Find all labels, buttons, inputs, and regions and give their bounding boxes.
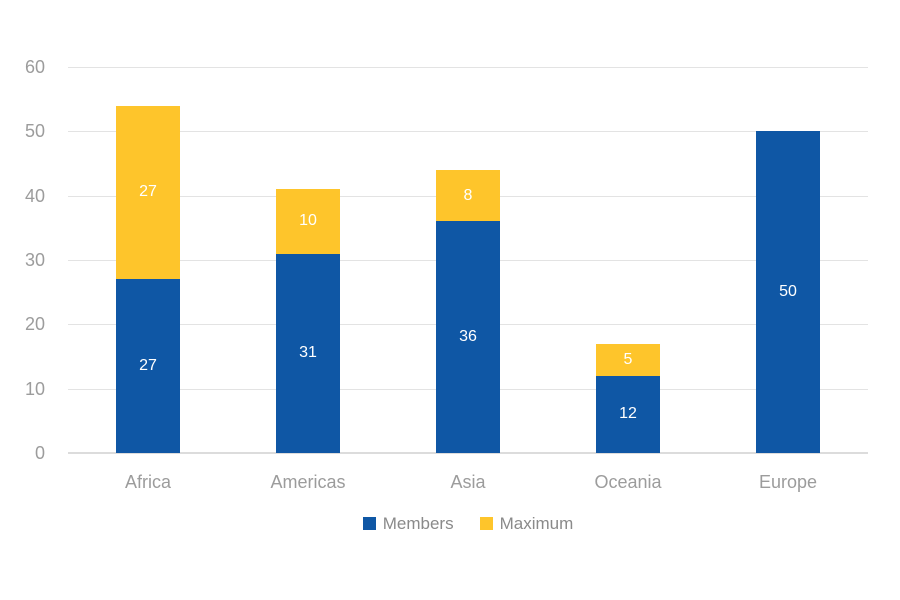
y-axis-tick-label-40: 40 bbox=[24, 185, 45, 206]
bar-value-label: 5 bbox=[623, 350, 633, 368]
bar-segment-africa-maximum[interactable]: 27 bbox=[116, 105, 180, 280]
bar-segment-europe-members[interactable]: 50 bbox=[756, 131, 820, 453]
legend-item-maximum[interactable]: Maximum bbox=[479, 514, 574, 533]
legend-label-members: Members bbox=[382, 514, 454, 533]
bar-segment-africa-members[interactable]: 27 bbox=[116, 279, 180, 453]
gridline-50 bbox=[68, 131, 868, 133]
y-axis-tick-label-10: 10 bbox=[24, 378, 45, 399]
x-axis-label-oceania: Oceania bbox=[594, 472, 662, 492]
bar-value-label: 50 bbox=[779, 283, 797, 301]
y-axis-tick-label-0: 0 bbox=[34, 443, 45, 463]
x-axis-label-asia: Asia bbox=[450, 472, 486, 492]
maximum-swatch-icon bbox=[479, 517, 493, 530]
y-axis-tick-label-60: 60 bbox=[24, 57, 45, 77]
x-axis-label-africa: Africa bbox=[124, 472, 172, 492]
bar-segment-oceania-maximum[interactable]: 5 bbox=[596, 343, 660, 376]
bar-value-label: 31 bbox=[299, 344, 317, 362]
bar-value-label: 27 bbox=[139, 183, 157, 201]
plot-area: 0 10 20 30 40 50 60 27 27 Africa 31 10 Americas 36 8 As… bbox=[25, 58, 868, 492]
bar-segment-americas-members[interactable]: 31 bbox=[276, 253, 340, 453]
bar-segment-americas-maximum[interactable]: 10 bbox=[276, 189, 340, 254]
bar-value-label: 10 bbox=[299, 212, 317, 230]
bar-value-label: 12 bbox=[619, 405, 637, 423]
bar-segment-oceania-members[interactable]: 12 bbox=[596, 375, 660, 453]
x-axis-label-europe: Europe bbox=[758, 472, 818, 492]
x-axis-label-americas: Americas bbox=[270, 472, 346, 492]
bar-value-label: 8 bbox=[463, 186, 473, 204]
bar-segment-asia-members[interactable]: 36 bbox=[436, 221, 500, 453]
bar-value-label: 27 bbox=[139, 357, 157, 375]
y-axis-tick-label-50: 50 bbox=[24, 121, 45, 142]
legend: Members Maximum bbox=[68, 515, 868, 532]
members-swatch-icon bbox=[362, 517, 376, 530]
y-axis-tick-label-20: 20 bbox=[24, 314, 45, 335]
y-axis-tick-label-30: 30 bbox=[24, 250, 45, 270]
bar-segment-asia-maximum[interactable]: 8 bbox=[436, 169, 500, 222]
legend-label-maximum: Maximum bbox=[499, 514, 574, 533]
x-axis-line bbox=[68, 452, 868, 454]
legend-item-members[interactable]: Members bbox=[362, 514, 454, 533]
gridline-60 bbox=[68, 67, 868, 68]
bar-value-label: 36 bbox=[459, 328, 477, 346]
